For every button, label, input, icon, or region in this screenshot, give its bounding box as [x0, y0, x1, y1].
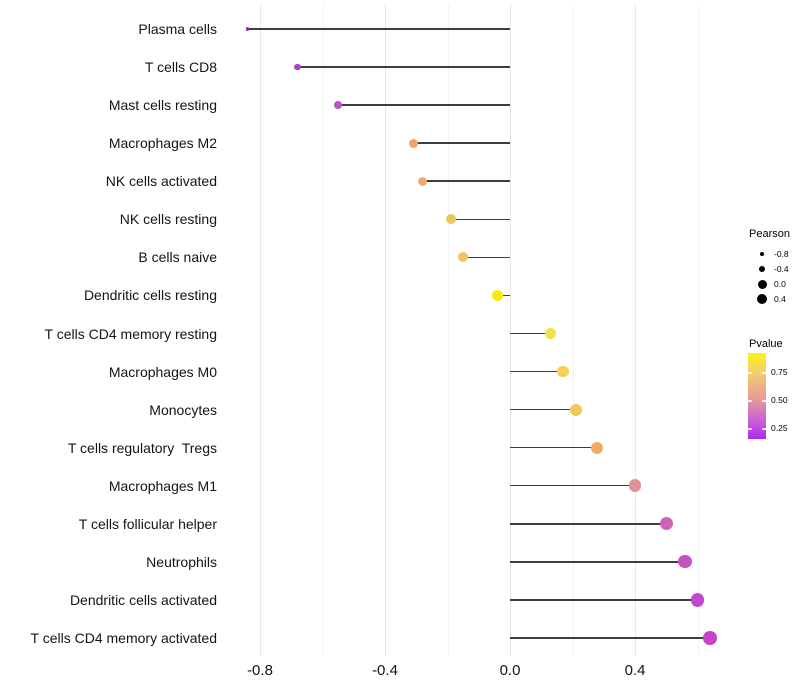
- lollipop-dot: [445, 214, 456, 225]
- lollipop-segment: [338, 104, 510, 106]
- legend-size-label: -0.4: [774, 264, 789, 274]
- lollipop-dot: [334, 101, 342, 109]
- lollipop-segment: [510, 332, 551, 335]
- lollipop-dot: [417, 176, 428, 186]
- colorbar-tick: [762, 428, 766, 430]
- lollipop-dot: [591, 441, 604, 454]
- lollipop-dot: [678, 555, 692, 569]
- lollipop-segment: [510, 523, 667, 525]
- lollipop-segment: [450, 218, 510, 221]
- colorbar-tick: [748, 428, 752, 430]
- legend-size-dot: [757, 279, 767, 289]
- legend-size-label: 0.0: [774, 279, 786, 289]
- category-label: B cells naive: [138, 249, 217, 266]
- lollipop-dot: [408, 138, 418, 148]
- minor-gridline: [572, 4, 574, 656]
- lollipop-segment: [297, 66, 510, 68]
- lollipop-segment: [463, 256, 510, 259]
- lollipop-segment: [510, 446, 598, 449]
- plot-panel: [225, 4, 721, 656]
- lollipop-dot: [659, 517, 673, 531]
- category-label: Dendritic cells resting: [83, 287, 217, 304]
- category-label: Macrophages M0: [108, 363, 217, 380]
- lollipop-segment: [510, 561, 685, 563]
- x-tick-label: -0.8: [247, 662, 273, 679]
- legend-size-label: -0.8: [774, 249, 789, 259]
- category-label: Plasma cells: [138, 21, 217, 37]
- lollipop-dot: [703, 631, 717, 645]
- lollipop-dot: [569, 403, 582, 416]
- pvalue-legend-title: Pvalue: [749, 338, 783, 350]
- category-label: T cells regulatory Tregs: [67, 439, 217, 456]
- lollipop-segment: [510, 637, 710, 639]
- legend-size-dot: [757, 294, 767, 304]
- colorbar-tick: [762, 372, 766, 374]
- x-tick-label: 0.4: [624, 662, 646, 679]
- lollipop-segment: [497, 294, 510, 297]
- major-gridline: [510, 4, 511, 656]
- category-label: T cells follicular helper: [78, 515, 217, 532]
- category-label: T cells CD4 memory activated: [30, 630, 217, 646]
- lollipop-dot: [544, 327, 557, 340]
- lollipop-segment: [510, 599, 698, 601]
- colorbar-tick: [748, 372, 752, 374]
- lollipop-dot: [492, 290, 503, 301]
- category-label: T cells CD4 memory resting: [44, 325, 217, 342]
- lollipop-dot: [294, 63, 301, 71]
- category-label: Macrophages M1: [108, 477, 217, 494]
- lollipop-dot: [245, 27, 250, 31]
- minor-gridline: [697, 4, 699, 656]
- legend-size-dot: [760, 252, 764, 256]
- category-label: NK cells activated: [105, 173, 217, 190]
- lollipop-dot: [628, 479, 642, 492]
- lollipop-dot: [557, 365, 569, 378]
- legend-size-dot: [758, 265, 766, 273]
- category-label: Macrophages M2: [108, 135, 217, 152]
- minor-gridline: [322, 4, 324, 656]
- category-label: Monocytes: [149, 401, 217, 418]
- category-label: NK cells resting: [119, 211, 217, 228]
- category-label: Dendritic cells activated: [69, 591, 217, 608]
- colorbar-label: 0.50: [771, 395, 788, 405]
- lollipop-segment: [422, 180, 510, 182]
- major-gridline: [385, 4, 386, 656]
- lollipop-dot: [458, 252, 469, 263]
- x-tick-label: 0.0: [499, 662, 521, 679]
- major-gridline: [260, 4, 261, 656]
- pearson-legend-title: Pearson: [749, 228, 790, 240]
- lollipop-segment: [247, 28, 510, 30]
- lollipop-segment: [510, 370, 564, 373]
- colorbar-label: 0.25: [771, 423, 788, 433]
- lollipop-segment: [510, 408, 576, 411]
- minor-gridline: [447, 4, 449, 656]
- pvalue-colorbar: [748, 353, 766, 439]
- lollipop-segment: [413, 142, 510, 144]
- legend-size-label: 0.4: [774, 294, 786, 304]
- x-tick-label: -0.4: [372, 662, 398, 679]
- lollipop-dot: [690, 593, 705, 607]
- category-label: T cells CD8: [144, 59, 217, 76]
- major-gridline: [635, 4, 636, 656]
- category-label: Mast cells resting: [108, 97, 217, 114]
- colorbar-tick: [762, 400, 766, 402]
- colorbar-tick: [748, 400, 752, 402]
- category-label: Neutrophils: [146, 553, 217, 570]
- colorbar-label: 0.75: [771, 367, 788, 377]
- lollipop-segment: [510, 484, 635, 487]
